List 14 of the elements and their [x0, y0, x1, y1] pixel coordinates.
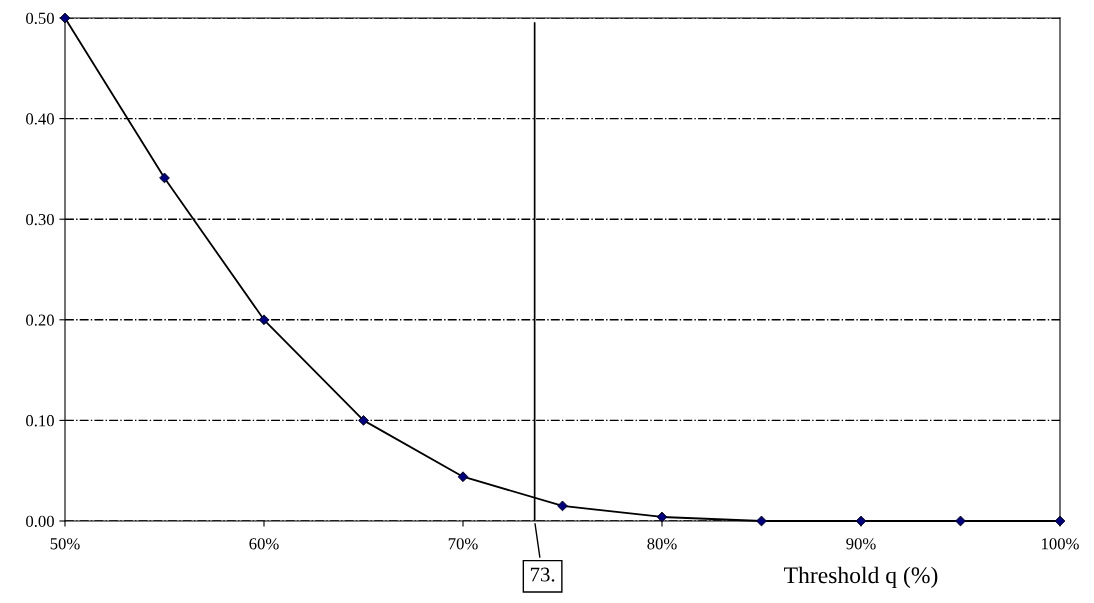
y-tick-label: 0.20	[26, 314, 54, 326]
x-tick-label: 60%	[249, 538, 279, 550]
y-tick-label: 0.10	[26, 415, 54, 427]
text: 73.	[530, 567, 555, 582]
x-tick-label: 80%	[647, 538, 677, 550]
x-tick-label: 70%	[448, 538, 478, 550]
x-tick-label: 90%	[846, 538, 876, 550]
y-tick-label: 0.40	[26, 113, 54, 125]
y-tick-label: 0.30	[26, 213, 54, 226]
x-tick-label: 100%	[1042, 538, 1079, 550]
x-axis-title: Threshold q (%)	[784, 566, 938, 589]
y-tick-label: 0.00	[26, 515, 54, 528]
y-tick-label: 0.50	[26, 12, 54, 25]
x-tick-label: 50%	[50, 538, 80, 550]
